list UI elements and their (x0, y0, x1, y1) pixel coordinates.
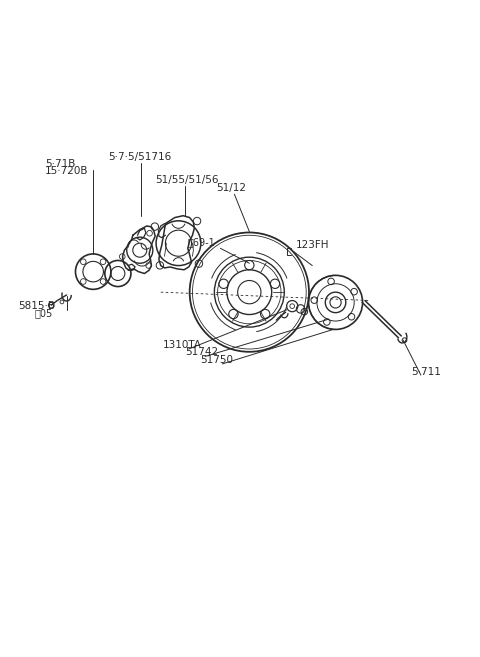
Text: 5815·B: 5815·B (19, 301, 56, 311)
Text: 5·7·5/51716: 5·7·5/51716 (108, 152, 172, 162)
Text: 123FH: 123FH (296, 240, 329, 250)
Text: 15·720B: 15·720B (45, 166, 89, 175)
Text: 51/55/51/56: 51/55/51/56 (155, 175, 219, 185)
Text: ፠69-1: ፠69-1 (188, 237, 216, 248)
Text: ፠05: ፠05 (35, 308, 53, 318)
Text: 51742: 51742 (185, 348, 218, 357)
Text: 1310TA: 1310TA (163, 340, 202, 350)
Text: 51750: 51750 (200, 355, 233, 365)
Text: 5·711: 5·711 (411, 367, 441, 377)
Text: 5·71B: 5·71B (45, 158, 75, 169)
Text: 51/12: 51/12 (216, 183, 246, 193)
